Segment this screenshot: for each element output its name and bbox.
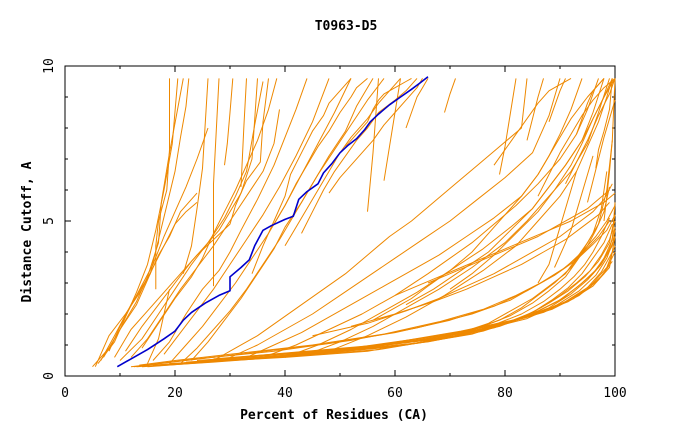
series-line (383, 78, 401, 181)
series-line (169, 214, 616, 365)
series-line (130, 220, 610, 368)
x-tick-label: 40 (277, 386, 293, 401)
series-line (405, 78, 429, 129)
series-line (240, 78, 247, 187)
axis-ticks: 0 20 40 60 80 100 0 5 10 (42, 58, 627, 401)
highlight-series-group (116, 76, 429, 368)
series-line (97, 78, 179, 364)
series-line (108, 127, 209, 352)
series-line (251, 78, 352, 274)
series-line (595, 78, 613, 169)
x-tick-label: 20 (167, 386, 183, 401)
chart-title: T0963-D5 (315, 19, 378, 34)
series-line (526, 78, 544, 141)
series-line (499, 78, 517, 175)
series-line (284, 78, 401, 247)
series-line (191, 78, 385, 361)
series-line (427, 189, 610, 284)
series-line (328, 78, 423, 194)
series-line (213, 78, 528, 361)
series-line (182, 78, 209, 274)
series-line (213, 78, 220, 287)
series-line (147, 186, 610, 368)
series-line (273, 78, 368, 225)
series-line (587, 99, 616, 203)
series-line (174, 202, 616, 365)
series-line (141, 171, 608, 368)
series-line (554, 155, 594, 268)
series-line (125, 78, 258, 352)
series-line (493, 77, 572, 166)
series-line (155, 78, 170, 290)
x-axis-title: Percent of Residues (CA) (240, 408, 428, 423)
series-line (565, 78, 616, 185)
series-line (229, 78, 561, 358)
y-tick-label: 5 (42, 217, 57, 225)
series-line (152, 78, 308, 361)
series-line (449, 78, 613, 290)
series-line (548, 78, 566, 122)
y-axis-title: Distance Cutoff, A (20, 161, 35, 302)
series-line (139, 205, 616, 366)
series-line (345, 77, 412, 147)
series-line (119, 81, 264, 361)
highlight-series-line (116, 76, 429, 368)
series-line (301, 78, 418, 234)
x-tick-label: 60 (387, 386, 403, 401)
series-line (262, 78, 599, 358)
series-line (284, 78, 605, 358)
series-line (576, 78, 605, 135)
series-line (350, 202, 610, 327)
series-line (328, 78, 613, 352)
other-series-group (92, 77, 616, 368)
series-line (246, 78, 583, 358)
series-line (537, 78, 616, 197)
series-line (537, 171, 577, 284)
series-line (141, 78, 278, 349)
series-line (103, 192, 198, 358)
series-line (394, 192, 616, 296)
series-line (180, 78, 374, 364)
y-tick-label: 10 (42, 58, 57, 74)
x-tick-label: 80 (497, 386, 513, 401)
series-line (169, 78, 352, 364)
series-line (603, 78, 616, 222)
series-line (163, 78, 330, 355)
series-line (130, 109, 280, 358)
series-line (224, 78, 234, 166)
series-line (306, 78, 610, 355)
series-line (372, 78, 605, 321)
x-tick-label: 0 (61, 386, 69, 401)
series-line (235, 236, 616, 358)
series-line (114, 78, 269, 358)
series-line (367, 78, 379, 212)
y-tick-label: 0 (42, 372, 57, 380)
x-tick-label: 100 (603, 386, 626, 401)
series-line (444, 78, 456, 113)
